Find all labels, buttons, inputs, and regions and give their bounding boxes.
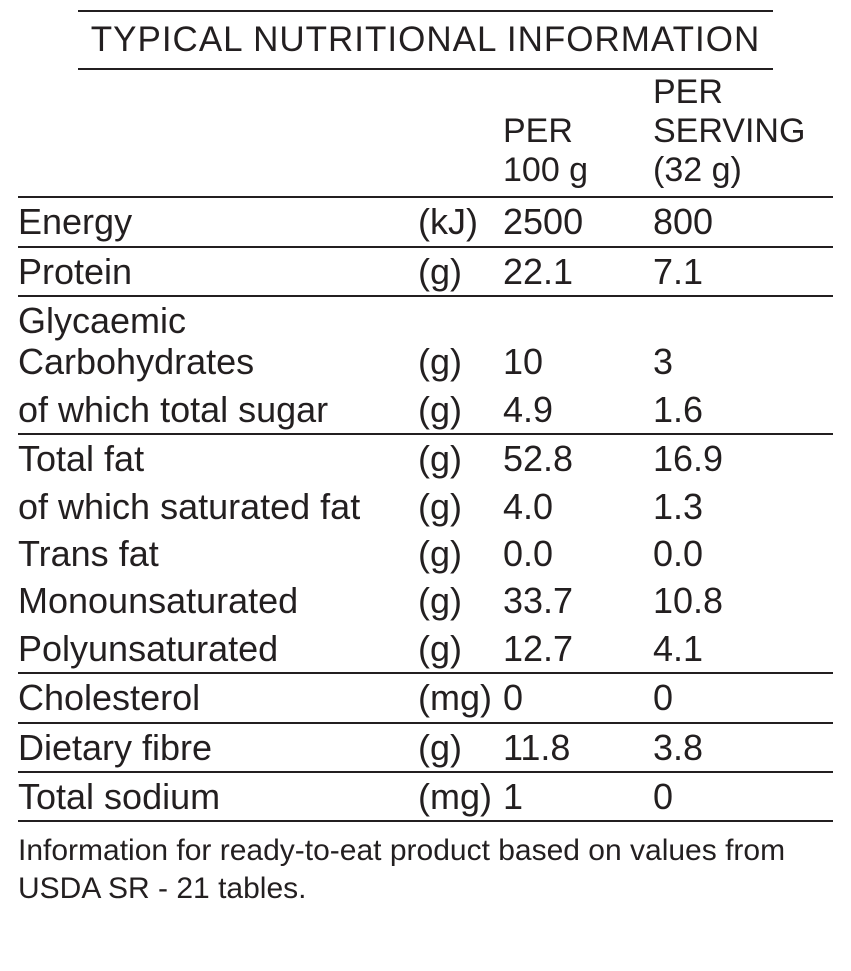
cell-name: Glycaemic Carbohydrates [18,296,418,386]
header-per-serving-line3: (32 g) [653,151,833,190]
cell-per100: 4.0 [503,483,653,530]
row-dietary-fibre: Dietary fibre (g) 11.8 3.8 [18,723,833,772]
header-per-serving-line2: SERVING [653,112,833,151]
cell-serving: 800 [653,197,833,246]
cell-serving: 16.9 [653,434,833,482]
cell-serving: 3 [653,296,833,386]
cell-unit: (mg) [418,772,503,821]
cell-name: of which total sugar [18,386,418,434]
row-saturated-fat: of which saturated fat (g) 4.0 1.3 [18,483,833,530]
row-protein: Protein (g) 22.1 7.1 [18,247,833,296]
cell-unit: (g) [418,434,503,482]
cell-serving: 0 [653,772,833,821]
cell-serving: 7.1 [653,247,833,296]
cell-per100: 4.9 [503,386,653,434]
cell-serving: 3.8 [653,723,833,772]
row-sugar: of which total sugar (g) 4.9 1.6 [18,386,833,434]
cell-per100: 10 [503,296,653,386]
cell-name: Total fat [18,434,418,482]
cell-unit: (kJ) [418,197,503,246]
row-carbs: Glycaemic Carbohydrates (g) 10 3 [18,296,833,386]
cell-per100: 11.8 [503,723,653,772]
cell-name: Total sodium [18,772,418,821]
row-monounsaturated: Monounsaturated (g) 33.7 10.8 [18,577,833,624]
row-cholesterol: Cholesterol (mg) 0 0 [18,673,833,722]
cell-unit: (g) [418,296,503,386]
cell-per100: 0 [503,673,653,722]
header-per-serving-line1: PER [653,73,833,112]
cell-per100: 2500 [503,197,653,246]
cell-serving: 1.3 [653,483,833,530]
title-block: TYPICAL NUTRITIONAL INFORMATION [78,10,773,70]
cell-per100: 22.1 [503,247,653,296]
cell-serving: 10.8 [653,577,833,624]
cell-per100: 52.8 [503,434,653,482]
header-per-100g-line1: PER [503,112,653,151]
cell-unit: (g) [418,723,503,772]
cell-unit: (g) [418,386,503,434]
footnote: Information for ready-to-eat product bas… [18,822,833,907]
cell-name: of which saturated fat [18,483,418,530]
cell-unit: (g) [418,530,503,577]
header-per-serving: PER SERVING (32 g) [653,70,833,197]
row-trans-fat: Trans fat (g) 0.0 0.0 [18,530,833,577]
cell-name: Cholesterol [18,673,418,722]
cell-name: Trans fat [18,530,418,577]
cell-unit: (g) [418,577,503,624]
cell-unit: (g) [418,483,503,530]
row-polyunsaturated: Polyunsaturated (g) 12.7 4.1 [18,625,833,673]
row-sodium: Total sodium (mg) 1 0 [18,772,833,821]
cell-unit: (mg) [418,673,503,722]
cell-name: Polyunsaturated [18,625,418,673]
nutrition-panel: TYPICAL NUTRITIONAL INFORMATION PER 100 … [0,10,851,907]
cell-name: Energy [18,197,418,246]
cell-name: Protein [18,247,418,296]
cell-per100: 33.7 [503,577,653,624]
header-blank-unit [418,70,503,197]
cell-serving: 4.1 [653,625,833,673]
cell-unit: (g) [418,247,503,296]
panel-title: TYPICAL NUTRITIONAL INFORMATION [78,12,773,68]
nutrition-table: PER 100 g PER SERVING (32 g) Energy (kJ)… [18,70,833,822]
header-blank-name [18,70,418,197]
row-total-fat: Total fat (g) 52.8 16.9 [18,434,833,482]
cell-name: Dietary fibre [18,723,418,772]
cell-serving: 1.6 [653,386,833,434]
cell-per100: 0.0 [503,530,653,577]
cell-serving: 0 [653,673,833,722]
cell-serving: 0.0 [653,530,833,577]
header-per-100g: PER 100 g [503,70,653,197]
cell-per100: 12.7 [503,625,653,673]
cell-per100: 1 [503,772,653,821]
header-per-100g-line2: 100 g [503,151,653,190]
cell-unit: (g) [418,625,503,673]
cell-name: Monounsaturated [18,577,418,624]
row-energy: Energy (kJ) 2500 800 [18,197,833,246]
table-header-row: PER 100 g PER SERVING (32 g) [18,70,833,197]
